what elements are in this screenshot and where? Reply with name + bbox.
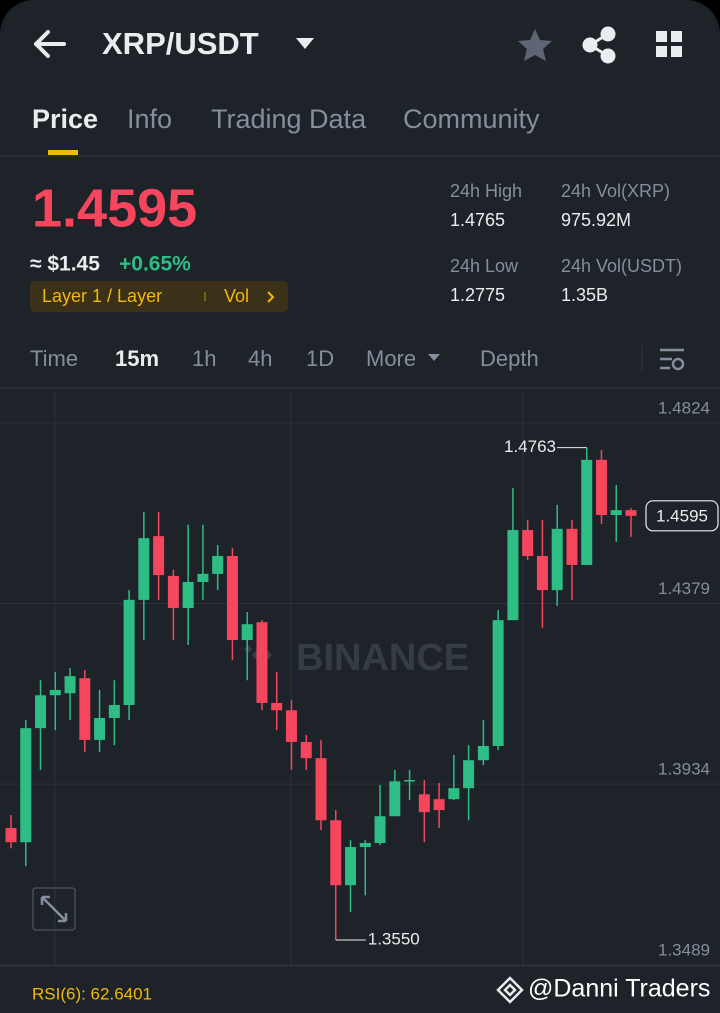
candle-body (566, 528, 578, 565)
candle-body (212, 556, 224, 574)
candle-body (256, 622, 268, 703)
candle-body (315, 758, 327, 821)
candle-body (241, 624, 253, 641)
tab[interactable]: Price (32, 104, 98, 134)
candle-body (271, 702, 283, 711)
active-tab-indicator (48, 150, 78, 155)
tag-text[interactable]: Layer 1 / Layer (42, 286, 162, 306)
candle-body (94, 717, 106, 740)
stat-value: 1.35B (561, 285, 608, 305)
expand-icon[interactable] (40, 895, 68, 923)
y-tick-label: 1.3489 (658, 940, 710, 959)
dropdown-icon[interactable] (296, 38, 314, 49)
candle-body (433, 799, 445, 811)
stat-label: 24h Vol(XRP) (561, 181, 670, 201)
settings-icon[interactable] (660, 348, 685, 371)
candle-body (79, 678, 91, 740)
candle-body (625, 510, 637, 516)
y-tick-label: 1.4379 (658, 579, 710, 598)
tag-vol[interactable]: Vol (224, 286, 249, 306)
candle-body (507, 530, 519, 621)
stat-label: 24h Vol(USDT) (561, 256, 682, 276)
interval-tab[interactable]: 15m (115, 346, 159, 371)
candle-body (595, 459, 607, 516)
more-dropdown-icon[interactable] (428, 354, 440, 361)
annotation-label: 1.3550 (368, 930, 420, 949)
credit: @Danni Traders (528, 975, 710, 1003)
interval-tab[interactable]: Depth (480, 346, 539, 371)
last-price-label: 1.4595 (656, 506, 708, 525)
candle-body (463, 760, 475, 789)
grid-icon[interactable] (656, 31, 682, 57)
last-price: 1.4595 (32, 178, 197, 238)
background-fill (0, 40, 720, 1013)
candle-body (285, 710, 297, 742)
tab[interactable]: Trading Data (211, 104, 367, 134)
usd-price: ≈ $1.45 (30, 253, 100, 276)
interval-tab[interactable]: More (366, 346, 416, 371)
y-tick-label: 1.4824 (658, 398, 710, 417)
stat-value: 1.2775 (450, 285, 505, 305)
interval-tab[interactable]: 1D (306, 346, 334, 371)
candle-body (20, 728, 32, 843)
candle-body (448, 788, 460, 800)
candle-body (108, 704, 120, 718)
candle-body (536, 556, 548, 591)
candle-body (182, 582, 194, 608)
candle-body (477, 745, 489, 761)
candle-body (492, 620, 504, 746)
candle-body (49, 689, 61, 696)
candle-body (389, 781, 401, 817)
stat-value: 975.92M (561, 210, 631, 230)
pair-title[interactable]: XRP/USDT (102, 26, 259, 61)
share-icon[interactable] (582, 26, 616, 64)
stat-value: 1.4765 (450, 210, 505, 230)
candle-body (138, 538, 150, 600)
stat-label: 24h High (450, 181, 522, 201)
expand-button[interactable] (32, 887, 76, 931)
stat-label: 24h Low (450, 256, 519, 276)
candle-body (581, 459, 593, 565)
back-icon[interactable] (34, 30, 66, 58)
interval-tab[interactable]: 1h (192, 346, 216, 371)
candle-body (197, 573, 209, 582)
candle-body (345, 847, 357, 886)
candle-body (226, 556, 238, 641)
annotation-label: 1.4763 (504, 437, 556, 456)
candle-body (64, 676, 76, 694)
candle-body (35, 695, 47, 729)
candle-body (153, 536, 165, 576)
tab[interactable]: Community (403, 104, 540, 134)
candle-body (551, 528, 563, 591)
tab[interactable]: Info (127, 104, 172, 134)
tag-badge[interactable] (30, 281, 288, 312)
candle-body (300, 741, 312, 759)
credit-logo (496, 976, 524, 1004)
interval-tab[interactable]: Time (30, 346, 78, 371)
candle-body (123, 599, 135, 705)
candle-body (610, 510, 622, 516)
candle-body (404, 780, 416, 782)
watermark: BINANCE (296, 637, 469, 679)
last-price-box (645, 500, 719, 532)
star-icon[interactable] (518, 29, 552, 61)
y-tick-label: 1.3934 (658, 760, 710, 779)
candle-body (330, 820, 342, 886)
indicator-label: RSI(6): 62.6401 (32, 984, 152, 1003)
candle-body (5, 827, 17, 843)
tag-arrow (267, 291, 275, 303)
candle-body (522, 530, 534, 557)
candle-body (167, 575, 179, 608)
interval-tab[interactable]: 4h (248, 346, 272, 371)
candle-body (418, 794, 430, 813)
candle-body (359, 843, 371, 848)
change-percent: +0.65% (119, 253, 191, 276)
candle-body (374, 816, 386, 844)
